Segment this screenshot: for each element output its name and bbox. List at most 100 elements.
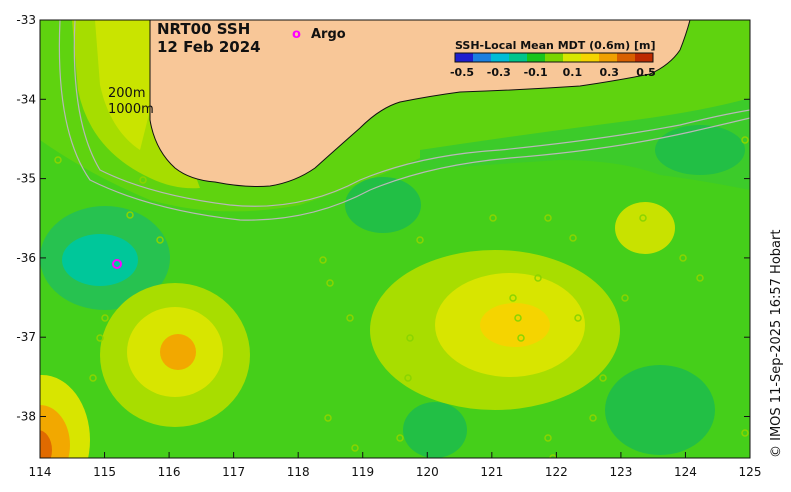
west-eddy-core	[62, 234, 138, 286]
y-tick-label: -37	[16, 330, 36, 344]
colorbar-title: SSH-Local Mean MDT (0.6m) [m]	[455, 39, 655, 52]
x-tick-label: 114	[29, 465, 52, 479]
colorbar: SSH-Local Mean MDT (0.6m) [m] -0.5 -0.3 -0…	[450, 39, 656, 79]
colorbar-swatch	[473, 53, 492, 62]
colorbar-swatch	[527, 53, 546, 62]
x-tick-label: 124	[674, 465, 697, 479]
argo-legend-marker: o	[292, 27, 301, 42]
float-marker[interactable]	[696, 274, 704, 282]
float-marker[interactable]	[599, 374, 607, 382]
map-plot-area	[40, 20, 750, 461]
nw-anomaly-core	[95, 20, 150, 150]
argo-legend-label: Argo	[311, 27, 346, 42]
y-tick-label: -38	[16, 410, 36, 424]
credit-text: © IMOS 11-Sep-2025 16:57 Hobart	[769, 230, 784, 458]
colorbar-tick-label: -0.1	[524, 66, 548, 79]
x-tick-label: 118	[287, 465, 310, 479]
x-tick-label: 117	[222, 465, 245, 479]
float-marker[interactable]	[514, 314, 522, 322]
colorbar-swatch	[509, 53, 528, 62]
argo-float-highlight[interactable]	[112, 259, 122, 269]
colorbar-tick-label: 0.3	[599, 66, 619, 79]
float-marker[interactable]	[741, 136, 749, 144]
x-tick-label: 116	[158, 465, 181, 479]
float-marker[interactable]	[346, 314, 354, 322]
float-marker[interactable]	[324, 414, 332, 422]
colorbar-swatch	[545, 53, 564, 62]
float-marker[interactable]	[156, 236, 164, 244]
warm-eddy-core	[160, 334, 196, 370]
isobath-1000m	[58, 20, 750, 221]
float-marker[interactable]	[351, 444, 359, 452]
colorbar-swatch	[455, 53, 474, 62]
float-marker[interactable]	[517, 334, 525, 342]
float-marker[interactable]	[404, 374, 412, 382]
y-tick-label: -33	[16, 13, 36, 27]
float-marker[interactable]	[621, 294, 629, 302]
x-tick-label: 121	[480, 465, 503, 479]
map-title-line2: 12 Feb 2024	[157, 38, 261, 56]
x-axis: 114 115 116 117 118 119 120 121 122 123 124 125	[29, 452, 762, 479]
float-marker[interactable]	[534, 274, 542, 282]
float-marker[interactable]	[589, 414, 597, 422]
float-marker[interactable]	[544, 434, 552, 442]
float-marker[interactable]	[406, 334, 414, 342]
float-marker[interactable]	[549, 454, 557, 461]
float-marker[interactable]	[139, 176, 147, 184]
colorbar-tick-label: -0.5	[450, 66, 474, 79]
argo-floats	[54, 136, 749, 461]
float-marker[interactable]	[489, 214, 497, 222]
colorbar-swatch	[635, 53, 654, 62]
float-marker[interactable]	[96, 334, 104, 342]
float-marker[interactable]	[89, 374, 97, 382]
y-tick-label: -35	[16, 172, 36, 186]
colorbar-swatch	[617, 53, 636, 62]
plot-frame	[39, 19, 751, 459]
colorbar-frame	[454, 52, 654, 63]
colorbar-swatch	[491, 53, 510, 62]
x-tick-label: 120	[416, 465, 439, 479]
colorbar-swatches	[455, 53, 654, 62]
map-title-line1: NRT00 SSH	[157, 20, 250, 38]
colorbar-swatch	[599, 53, 618, 62]
float-marker[interactable]	[544, 214, 552, 222]
float-marker[interactable]	[319, 256, 327, 264]
south-cool-121	[403, 402, 467, 458]
isobath-label-1000m: 1000m	[108, 102, 154, 117]
east-warm-core	[480, 303, 550, 347]
ne-cool-patch	[655, 125, 745, 175]
float-marker[interactable]	[741, 429, 749, 437]
sw-warm-core	[40, 430, 52, 458]
x-tick-label: 125	[739, 465, 762, 479]
float-marker[interactable]	[639, 214, 647, 222]
colorbar-swatch	[563, 53, 582, 62]
colorbar-tick-label: 0.1	[563, 66, 583, 79]
x-tick-label: 123	[609, 465, 632, 479]
y-tick-label: -36	[16, 251, 36, 265]
colorbar-swatch	[581, 53, 600, 62]
float-marker[interactable]	[101, 314, 109, 322]
colorbar-ticks: -0.5 -0.3 -0.1 0.1 0.3 0.5	[450, 66, 656, 79]
isobath-label-200m: 200m	[108, 86, 145, 101]
colorbar-tick-label: 0.5	[636, 66, 656, 79]
isobath-200m	[73, 20, 750, 207]
south-cool-124	[605, 365, 715, 455]
float-marker[interactable]	[54, 156, 62, 164]
float-marker[interactable]	[396, 434, 404, 442]
y-axis: -33 -34 -35 -36 -37 -38	[16, 13, 750, 424]
x-tick-label: 115	[93, 465, 116, 479]
y-tick-label: -34	[16, 92, 36, 106]
cool-patch-119	[345, 177, 421, 233]
float-marker[interactable]	[509, 294, 517, 302]
colorbar-tick-label: -0.3	[487, 66, 511, 79]
float-marker[interactable]	[679, 254, 687, 262]
float-marker[interactable]	[416, 236, 424, 244]
float-marker[interactable]	[569, 234, 577, 242]
x-tick-label: 119	[351, 465, 374, 479]
float-marker[interactable]	[326, 279, 334, 287]
x-tick-label: 122	[545, 465, 568, 479]
float-marker[interactable]	[574, 314, 582, 322]
float-marker[interactable]	[126, 211, 134, 219]
warm-patch-123	[615, 202, 675, 254]
